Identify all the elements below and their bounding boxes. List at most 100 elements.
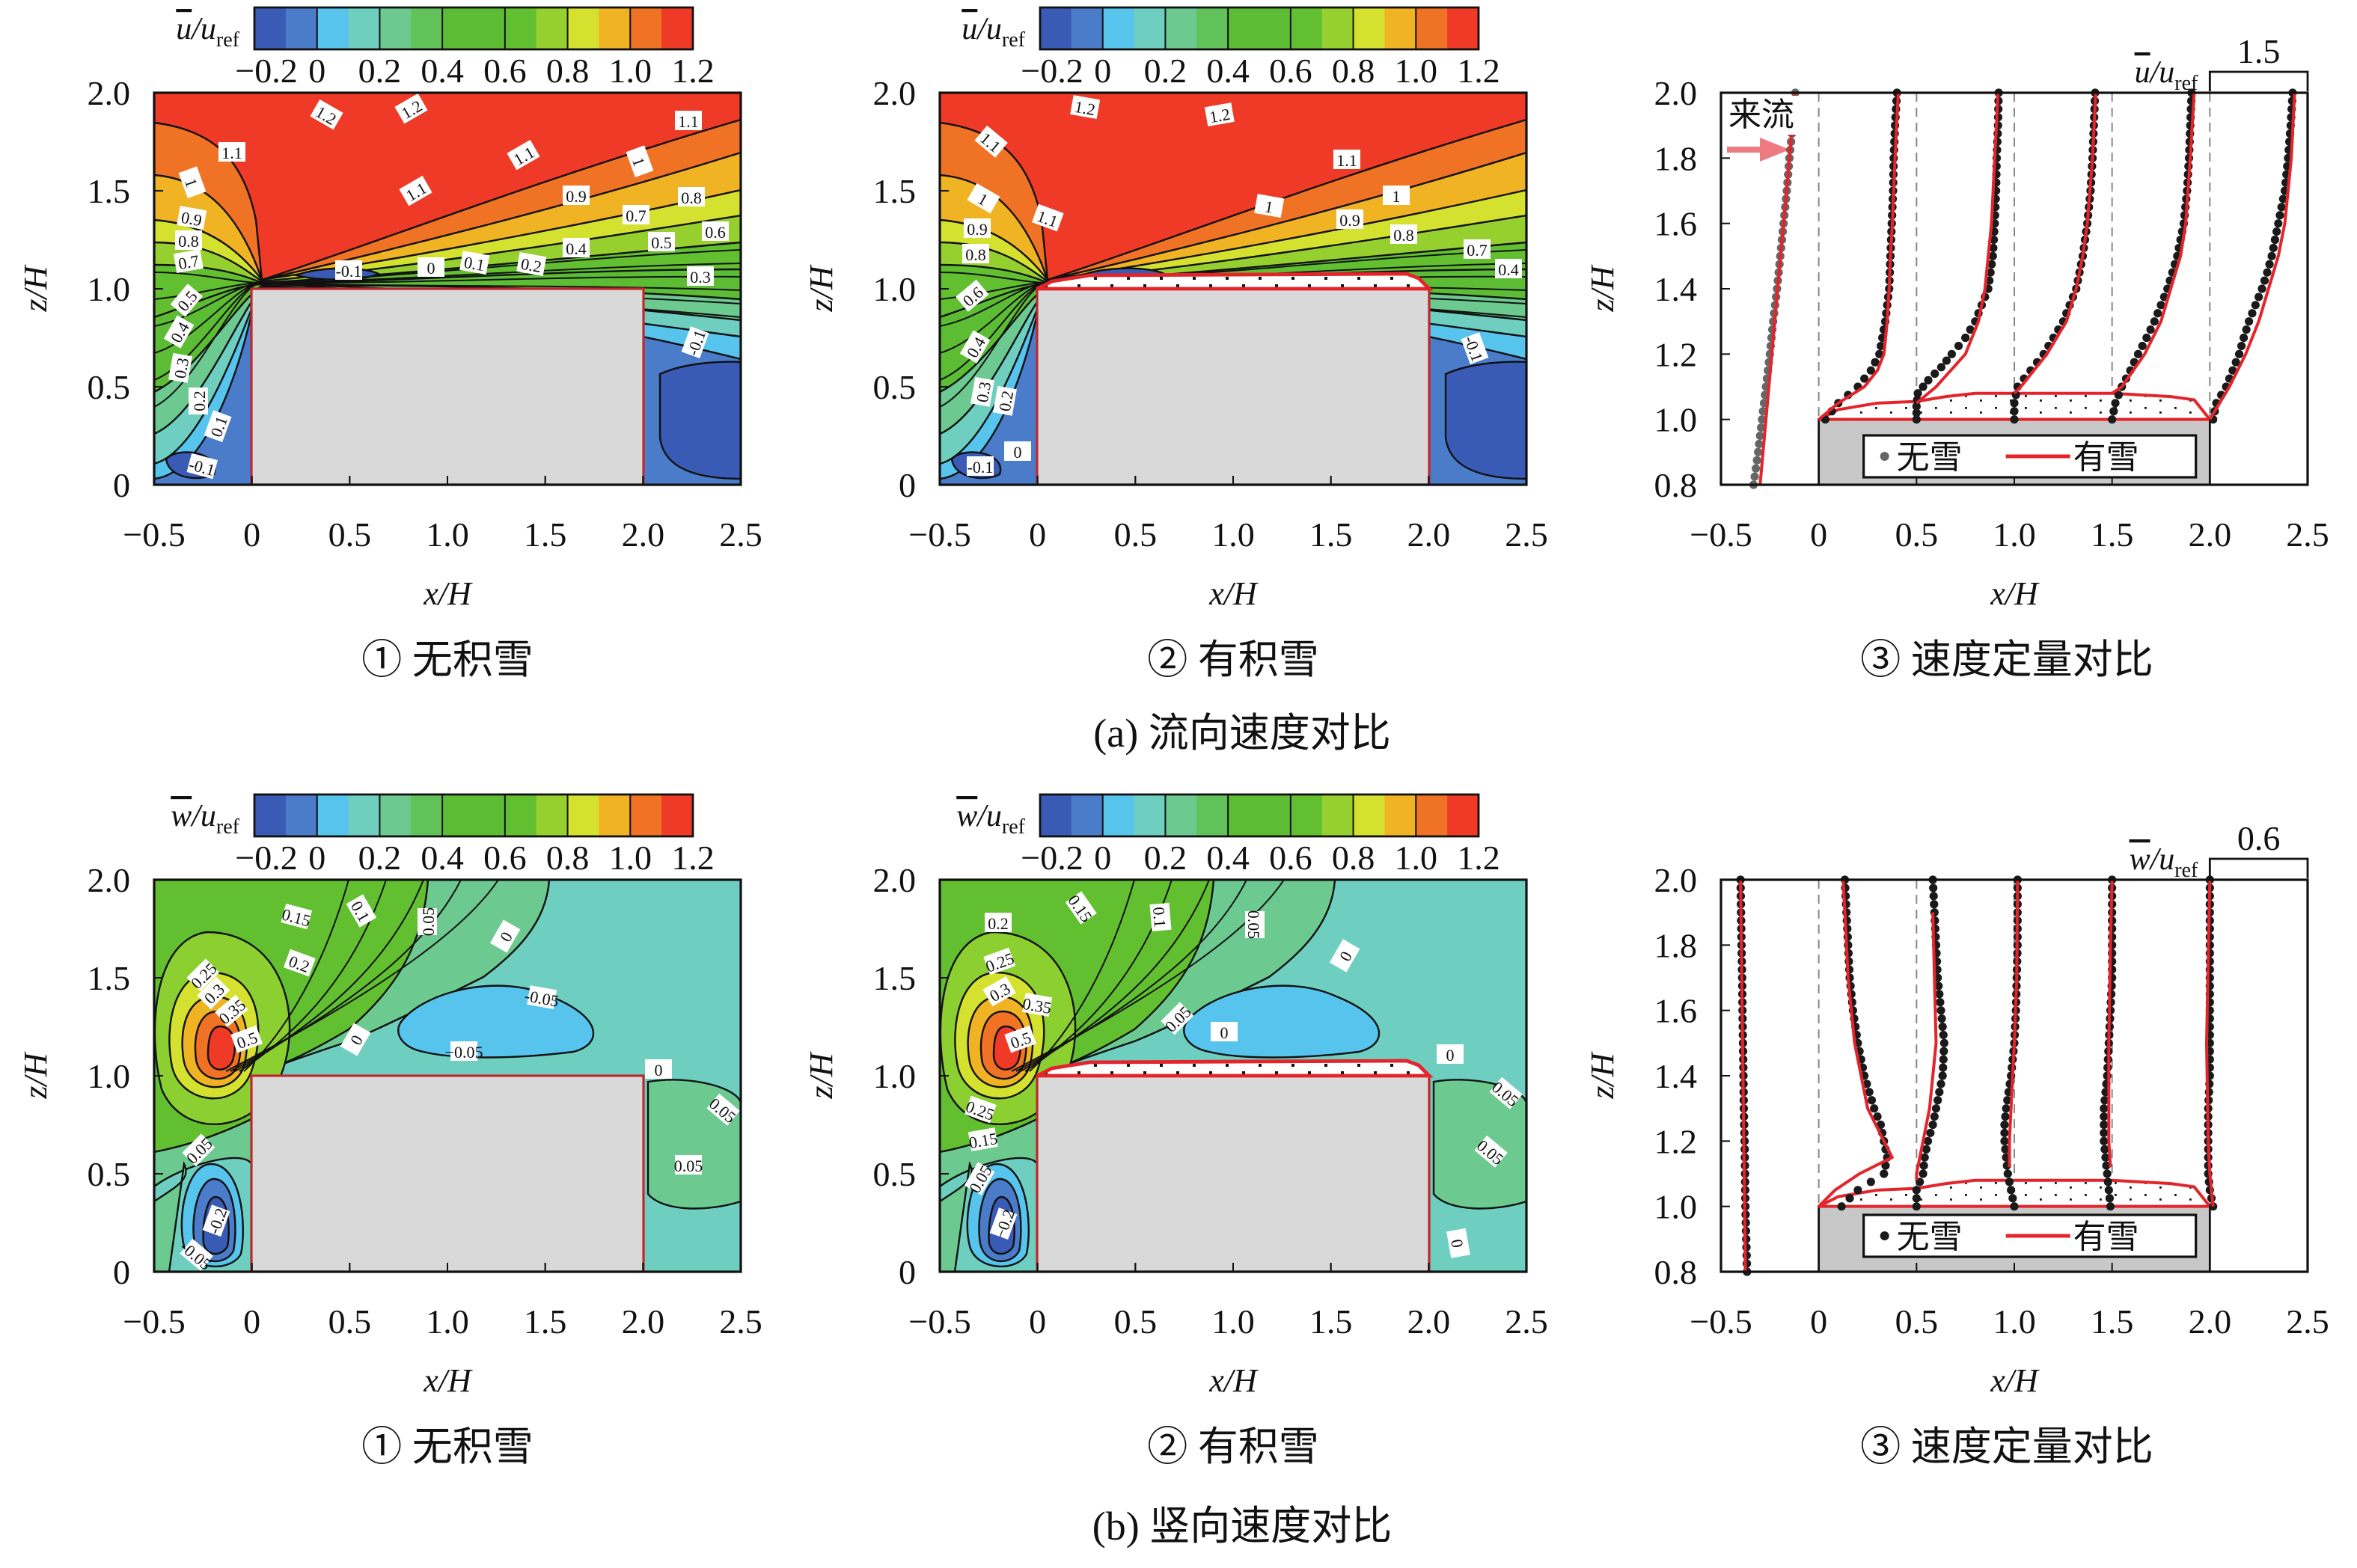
no-snow-point: [2101, 1153, 2110, 1162]
no-snow-point: [1912, 408, 1921, 417]
colorbar-cell: [1228, 7, 1260, 49]
contour-plot: 1.2 1.21.11.11 111.10.9 0.90.80.80.70.40.60…: [940, 93, 1526, 485]
contour-label-text: 0.7: [626, 206, 646, 225]
panel-6: −0.5 0 0.5 1.0 1.5 2.0 2.5 0.8 1.0 1.2 1.4 1.6 1.8 2.…: [1584, 819, 2329, 1469]
no-snow-point: [2100, 1136, 2109, 1145]
no-snow-point: [1862, 1079, 1871, 1088]
y-tick-label: 1.5: [873, 959, 917, 997]
no-snow-point: [2002, 1104, 2011, 1113]
panel-3: −0.5 0 0.5 1.0 1.5 2.0 2.5 0.8 1.0 1.2 1.4 1.6 1.8 2.…: [1584, 32, 2329, 682]
no-snow-point: [1866, 1177, 1875, 1186]
colorbar-cell: [536, 794, 569, 836]
no-snow-point: [2228, 366, 2237, 375]
x-tick-label: 1.5: [2091, 1302, 2134, 1341]
y-tick-label: 0.5: [873, 1155, 917, 1193]
x-tick-label: 0: [1810, 515, 1827, 554]
contour-line: [154, 151, 741, 281]
x-tick-label: −0.5: [1690, 1302, 1752, 1341]
panel-caption: ③ 速度定量对比: [1860, 1424, 2153, 1469]
contour-label: 0.4: [959, 330, 991, 364]
colorbar-tick-label: 1.0: [1395, 839, 1438, 877]
colorbar-cell: [1259, 7, 1291, 49]
contour-label: 1.1: [675, 111, 702, 131]
contour-label: 0.7: [623, 205, 649, 225]
contour-label: 0.5: [170, 284, 203, 317]
contour-label: 1: [1254, 194, 1285, 218]
no-snow-point: [2106, 1202, 2115, 1211]
no-snow-point: [1936, 363, 1946, 372]
no-snow-point: [1865, 1088, 1874, 1097]
colorbar-cell: [285, 7, 318, 49]
no-snow-point: [1989, 235, 1999, 245]
variable-label: u/uref: [2135, 55, 2198, 95]
contour-label-text: 0.2: [995, 389, 1017, 412]
contour-label: 0.1: [1149, 902, 1172, 931]
no-snow-point: [1930, 369, 1939, 379]
contour-label: 0: [1437, 1044, 1464, 1065]
colorbar-tick-label: 1.2: [671, 52, 715, 90]
no-snow-point: [1926, 1128, 1935, 1138]
colorbar-cell: [1447, 794, 1479, 836]
variable-label: w/uref: [2130, 842, 2198, 882]
no-snow-point: [2156, 301, 2165, 310]
contour-label: −0.05: [445, 1041, 483, 1062]
y-tick-label: 1.0: [88, 1057, 131, 1095]
no-snow-point: [2267, 251, 2276, 260]
contour-label-text: 1.2: [1073, 97, 1096, 119]
no-snow-point: [2275, 211, 2284, 220]
contour-label-text: 0.4: [1498, 260, 1519, 279]
building: [1036, 287, 1431, 485]
colorbar-tick-label: 1.0: [609, 52, 652, 90]
contour-label: 0: [645, 1059, 672, 1079]
snow-profile-line: [1818, 879, 1895, 1208]
no-snow-point: [2242, 325, 2251, 334]
panel-2: 1.2 1.21.11.11 111.10.9 0.90.80.80.70.40.60…: [803, 6, 1548, 682]
x-tick-label: 2.5: [1505, 1302, 1548, 1341]
y-tick-label: 1.0: [88, 270, 131, 308]
contour-label-text: 0: [1220, 1023, 1229, 1042]
contour-label: 1.1: [218, 142, 245, 162]
contour-line: [154, 275, 741, 327]
x-tick-label: 0.5: [1895, 515, 1939, 554]
no-snow-point: [2257, 284, 2266, 293]
snow-profile-line: [2111, 92, 2196, 395]
contour-label: 0.2: [189, 388, 209, 414]
colorbar-cell: [504, 7, 537, 49]
no-snow-point: [1987, 260, 1996, 269]
x-tick-label: 2.0: [1407, 515, 1451, 554]
y-tick-label: 0.8: [1654, 466, 1698, 504]
x-tick-label: 2.5: [719, 515, 762, 554]
no-snow-point: [2005, 1177, 2014, 1186]
no-snow-point: [2237, 341, 2246, 351]
x-tick-label: 0: [243, 1302, 260, 1341]
contour-label: 0.9: [1336, 209, 1363, 230]
colorbar-cell: [1071, 794, 1104, 836]
contour-label: 0.5: [648, 232, 675, 252]
contour-label-text: 0: [427, 259, 435, 278]
contour-label: 0.2: [283, 949, 316, 977]
x-tick-label: 1.5: [524, 515, 567, 554]
colorbar-cell: [411, 794, 443, 836]
variable-denominator: u: [201, 12, 216, 46]
colorbar-tick-label: 0.8: [1332, 52, 1375, 90]
no-snow-point: [1919, 382, 1928, 391]
no-snow-point: [2153, 309, 2162, 318]
no-snow-point: [2245, 317, 2254, 326]
x-tick-label: 1.5: [524, 1302, 567, 1341]
no-snow-point: [2011, 391, 2020, 399]
no-snow-point: [2100, 1112, 2109, 1121]
contour-label: 0: [489, 919, 521, 953]
contour-line: [154, 118, 741, 281]
no-snow-point: [2263, 268, 2272, 277]
colorbar-cell: [1071, 7, 1104, 49]
variable-slash: /: [976, 799, 988, 833]
contour-label-text: 0.3: [690, 268, 711, 287]
contour-label: 0.3: [970, 376, 994, 407]
contour-label: 0.05: [1244, 910, 1265, 939]
no-snow-point: [2010, 407, 2019, 416]
x-axis-label: x/H: [1208, 1362, 1259, 1399]
colorbar-tick-label: −0.2: [1021, 52, 1083, 90]
y-tick-label: 1.0: [1654, 401, 1698, 439]
x-tick-label: 0.5: [328, 515, 372, 554]
no-snow-point: [1752, 456, 1761, 465]
